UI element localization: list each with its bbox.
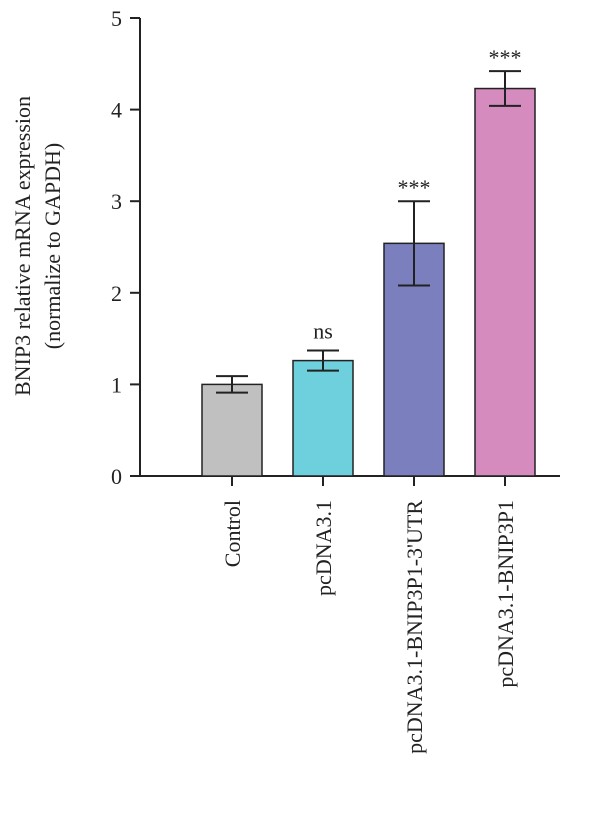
y-axis-label: BNIP3 relative mRNA expression (normaliz… [10, 96, 65, 396]
x-axis [140, 475, 560, 486]
significance-label: *** [489, 45, 522, 70]
y-tick-label: 1 [111, 372, 122, 397]
y-tick-label: 5 [111, 6, 122, 31]
y-axis: 0 1 2 3 4 5 [111, 6, 141, 489]
x-category-label: pcDNA3.1-BNIP3P1 [493, 500, 518, 688]
category-labels: Control pcDNA3.1 pcDNA3.1-BNIP3P1-3'UTR pcD… [220, 500, 518, 754]
x-category-label: pcDNA3.1 [311, 500, 336, 596]
bar [474, 87, 536, 477]
bar [292, 359, 354, 477]
bars [201, 87, 536, 477]
x-category-label: Control [220, 500, 245, 567]
significance-labels: ns *** *** [313, 45, 521, 343]
y-tick-label: 0 [111, 464, 122, 489]
x-category-label: pcDNA3.1-BNIP3P1-3'UTR [402, 500, 427, 754]
y-tick-label: 2 [111, 281, 122, 306]
y-axis-label-line-1: BNIP3 relative mRNA expression [10, 96, 35, 396]
y-tick-label: 4 [111, 98, 122, 123]
significance-label: *** [398, 175, 431, 200]
y-axis-label-line-2: (normalize to GAPDH) [40, 143, 65, 350]
error-bars [216, 70, 521, 394]
bar [201, 383, 263, 477]
significance-label: ns [313, 319, 333, 344]
y-tick-label: 3 [111, 189, 122, 214]
